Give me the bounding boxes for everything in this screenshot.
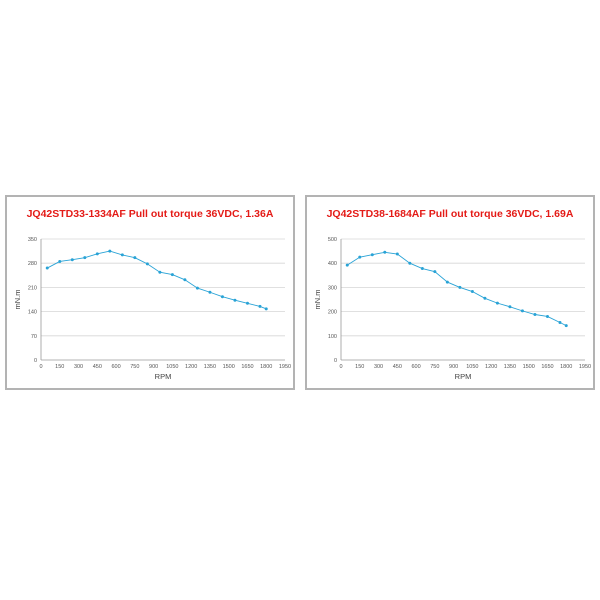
y-tick-label: 500: [328, 237, 337, 243]
y-tick-label: 400: [328, 261, 337, 267]
data-point: [564, 324, 568, 328]
x-tick-label: 1050: [166, 364, 178, 370]
x-tick-label: 1200: [485, 364, 497, 370]
data-point: [458, 285, 462, 289]
data-point: [70, 258, 74, 262]
data-point: [183, 278, 187, 282]
data-point: [520, 309, 524, 313]
data-point: [445, 280, 449, 284]
x-tick-label: 1650: [241, 364, 253, 370]
data-point: [158, 270, 162, 274]
series-line: [47, 250, 267, 310]
y-tick-label: 140: [28, 310, 37, 316]
data-point: [170, 273, 174, 277]
x-tick-label: 900: [149, 364, 158, 370]
data-point: [195, 286, 199, 290]
chart-plot: 0 70 140 210 280 350 0 150 300 450 600 750 900 1050 12…: [13, 237, 291, 381]
data-point: [245, 301, 249, 305]
y-tick-label: 0: [334, 358, 337, 364]
data-point: [533, 313, 537, 317]
data-point: [383, 250, 387, 254]
x-tick-label: 600: [411, 364, 420, 370]
data-point: [395, 252, 399, 256]
y-tick-label: 70: [31, 334, 37, 340]
x-tick-label: 450: [393, 364, 402, 370]
x-tick-label: 1950: [279, 364, 291, 370]
x-tick-label: 150: [355, 364, 364, 370]
y-tick-label: 210: [28, 285, 37, 291]
y-tick-label: 0: [34, 358, 37, 364]
x-tick-label: 1650: [541, 364, 553, 370]
x-tick-label: 1500: [223, 364, 235, 370]
x-tick-label: 1200: [185, 364, 197, 370]
data-point: [58, 259, 62, 263]
data-point: [470, 290, 474, 294]
x-tick-label: 1050: [466, 364, 478, 370]
x-tick-label: 150: [55, 364, 64, 370]
y-axis-label: mN.m: [313, 290, 322, 310]
data-point: [258, 304, 262, 308]
x-tick-label: 1350: [504, 364, 516, 370]
x-tick-label: 750: [130, 364, 139, 370]
x-tick-label: 1800: [560, 364, 572, 370]
data-point: [545, 314, 549, 318]
data-point: [558, 320, 562, 324]
x-axis-label: RPM: [155, 372, 172, 381]
data-point: [483, 296, 487, 300]
data-point: [45, 266, 49, 270]
data-point: [420, 267, 424, 271]
data-point: [208, 290, 212, 294]
x-tick-label: 300: [374, 364, 383, 370]
data-point: [83, 256, 87, 260]
data-point: [120, 253, 124, 257]
x-tick-label: 0: [339, 364, 342, 370]
x-tick-label: 1350: [204, 364, 216, 370]
data-point: [145, 262, 149, 266]
x-tick-label: 750: [430, 364, 439, 370]
y-tick-label: 200: [328, 310, 337, 316]
chart-title: JQ42STD38-1684AF Pull out torque 36VDC, …: [326, 208, 574, 220]
x-tick-label: 450: [93, 364, 102, 370]
data-point: [345, 263, 349, 267]
x-tick-label: 1500: [523, 364, 535, 370]
data-point: [508, 305, 512, 309]
data-point: [95, 252, 99, 256]
data-point: [108, 249, 112, 253]
y-tick-label: 280: [28, 261, 37, 267]
torque-chart-2: JQ42STD38-1684AF Pull out torque 36VDC, …: [305, 195, 595, 390]
y-tick-label: 100: [328, 334, 337, 340]
x-tick-label: 0: [39, 364, 42, 370]
data-point: [220, 295, 224, 299]
data-point: [433, 270, 437, 274]
torque-chart-1: JQ42STD33-1334AF Pull out torque 36VDC, …: [5, 195, 295, 390]
data-point: [408, 261, 412, 265]
y-axis-label: mN.m: [13, 290, 22, 310]
data-point: [233, 298, 237, 302]
x-axis-label: RPM: [455, 372, 472, 381]
data-point: [133, 256, 137, 260]
x-tick-label: 600: [111, 364, 120, 370]
data-point: [358, 255, 362, 259]
x-tick-label: 900: [449, 364, 458, 370]
data-point: [495, 301, 499, 305]
y-tick-label: 350: [28, 237, 37, 243]
chart-plot: 0 100 200 300 400 500 0 150 300 450 600 750 900 1050 1…: [313, 237, 591, 381]
x-tick-label: 300: [74, 364, 83, 370]
data-point: [370, 253, 374, 257]
chart-title: JQ42STD33-1334AF Pull out torque 36VDC, …: [26, 208, 274, 220]
data-point: [264, 307, 268, 311]
x-tick-label: 1800: [260, 364, 272, 370]
x-tick-label: 1950: [579, 364, 591, 370]
y-tick-label: 300: [328, 285, 337, 291]
